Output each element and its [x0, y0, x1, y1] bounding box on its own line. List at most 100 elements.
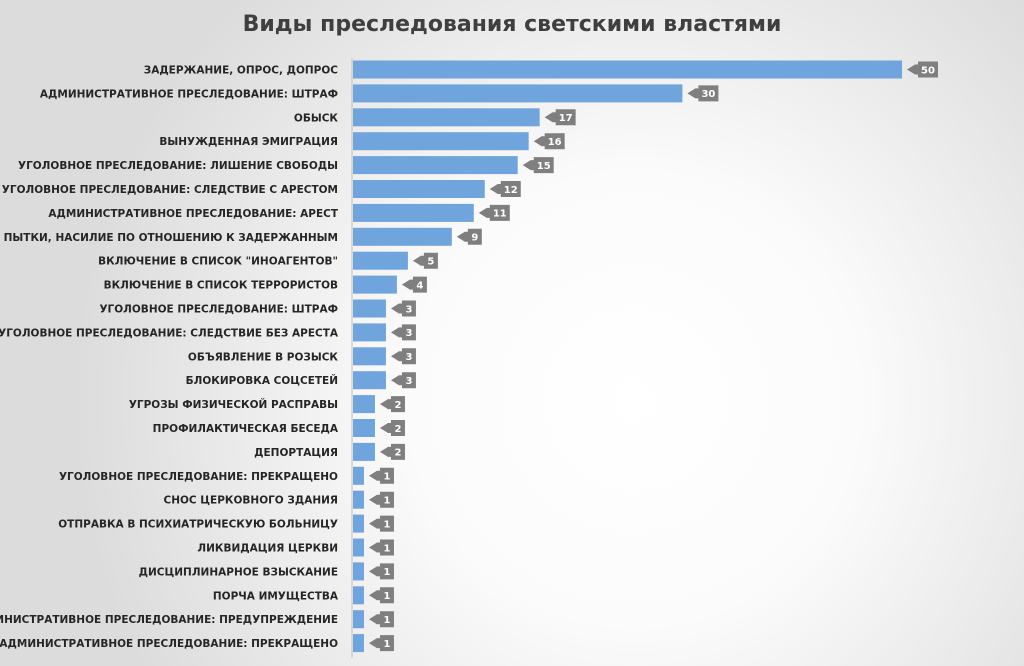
category-label: ЛИКВИДАЦИЯ ЦЕРКВИ	[197, 543, 338, 555]
bar	[353, 562, 364, 581]
data-label: 2	[394, 400, 401, 411]
data-label: 11	[493, 209, 507, 220]
data-label-box	[390, 300, 416, 317]
bar	[353, 442, 375, 461]
data-label-box	[412, 252, 438, 269]
data-label-box	[390, 372, 416, 389]
category-label: ПРОФИЛАКТИЧЕСКАЯ БЕСЕДА	[153, 423, 339, 435]
category-label: АДМИНИСТРАТИВНОЕ ПРЕСЛЕДОВАНИЕ: АРЕСТ	[48, 208, 338, 220]
data-label: 2	[394, 448, 401, 459]
data-label-box	[379, 443, 405, 460]
category-label: АДМИНИСТРАТИВНОЕ ПРЕСЛЕДОВАНИЕ: ПРЕКРАЩЕ…	[0, 638, 338, 650]
bar	[353, 60, 902, 79]
bar	[353, 490, 364, 509]
bars-layer: ЗАДЕРЖАНИЕ, ОПРОС, ДОПРОС 50 АДМИНИСТРАТИВ…	[0, 58, 938, 658]
bar	[353, 347, 386, 366]
data-label-box	[368, 491, 394, 508]
data-label-box	[456, 228, 482, 245]
data-label: 15	[537, 161, 551, 172]
bar	[353, 299, 386, 318]
data-label-box	[379, 396, 405, 413]
data-label: 1	[383, 519, 390, 530]
bar	[353, 586, 364, 605]
data-label: 4	[416, 280, 423, 291]
bar	[353, 275, 397, 294]
data-label: 3	[405, 304, 412, 315]
data-label-box	[379, 420, 405, 436]
category-label: АДМИНИСТРАТИВНОЕ ПРЕСЛЕДОВАНИЕ: ПРЕДУПРЕ…	[0, 614, 338, 626]
bar	[353, 132, 529, 151]
data-label-box	[368, 515, 394, 532]
data-label: 50	[921, 65, 935, 76]
bar	[353, 84, 683, 103]
data-label-box	[368, 467, 394, 484]
category-label: ДИСЦИПЛИНАРНОЕ ВЗЫСКАНИЕ	[139, 566, 338, 578]
category-label: ОБЫСК	[294, 112, 339, 124]
data-label: 17	[559, 113, 573, 124]
category-label: УГОЛОВНОЕ ПРЕСЛЕДОВАНИЕ: ПРЕКРАЩЕНО	[59, 471, 338, 483]
data-label: 2	[394, 424, 401, 435]
category-label: СНОС ЦЕРКОВНОГО ЗДАНИЯ	[164, 495, 339, 507]
category-label: АДМИНИСТРАТИВНОЕ ПРЕСЛЕДОВАНИЕ: ШТРАФ	[40, 88, 338, 100]
data-label: 1	[383, 591, 390, 602]
data-label-box	[401, 276, 427, 293]
bar	[353, 323, 386, 342]
category-label: ЗАДЕРЖАНИЕ, ОПРОС, ДОПРОС	[144, 65, 339, 77]
bar	[353, 227, 452, 246]
category-label: ПЫТКИ, НАСИЛИЕ ПО ОТНОШЕНИЮ К ЗАДЕРЖАННЫ…	[4, 232, 338, 244]
data-label-box	[390, 348, 416, 365]
category-label: УГОЛОВНОЕ ПРЕСЛЕДОВАНИЕ: СЛЕДСТВИЕ БЕЗ А…	[0, 327, 339, 339]
bar	[353, 251, 408, 270]
data-label: 30	[701, 89, 715, 100]
bar	[353, 395, 375, 414]
chart-title: Виды преследования светскими властями	[242, 12, 782, 37]
category-label: ДЕПОРТАЦИЯ	[254, 447, 338, 459]
data-label-box	[478, 204, 510, 221]
bar	[353, 371, 386, 390]
data-label-box	[390, 324, 416, 341]
data-label-box	[687, 85, 719, 102]
data-label-box	[544, 109, 576, 126]
data-label-box	[368, 587, 394, 604]
data-label: 1	[383, 567, 390, 578]
bar	[353, 514, 364, 533]
bar	[353, 610, 364, 629]
bar	[353, 180, 485, 198]
category-label: УГОЛОВНОЕ ПРЕСЛЕДОВАНИЕ: ЛИШЕНИЕ СВОБОДЫ	[18, 160, 338, 172]
category-label: БЛОКИРОВКА СОЦСЕТЕЙ	[186, 374, 338, 387]
category-label: УГРОЗЫ ФИЗИЧЕСКОЙ РАСПРАВЫ	[129, 398, 338, 411]
category-label: УГОЛОВНОЕ ПРЕСЛЕДОВАНИЕ: СЛЕДСТВИЕ С АРЕ…	[2, 184, 338, 196]
data-label: 3	[405, 352, 412, 363]
data-label: 16	[548, 137, 562, 148]
data-label: 12	[504, 185, 518, 196]
category-label: УГОЛОВНОЕ ПРЕСЛЕДОВАНИЕ: ШТРАФ	[99, 304, 338, 316]
category-label: ВКЛЮЧЕНИЕ В СПИСОК ТЕРРОРИСТОВ	[104, 280, 338, 292]
data-label: 1	[383, 615, 390, 626]
data-label-box	[522, 157, 554, 174]
data-label-box	[533, 133, 565, 150]
data-label: 1	[383, 543, 390, 554]
category-label: ПОРЧА ИМУЩЕСТВА	[213, 590, 339, 602]
bar	[353, 538, 364, 557]
data-label: 9	[471, 233, 478, 244]
data-label: 5	[427, 257, 434, 268]
data-label-box	[368, 539, 394, 556]
category-label: ОТПРАВКА В ПСИХИАТРИЧЕСКУЮ БОЛЬНИЦУ	[58, 519, 338, 531]
category-label: ОБЪЯВЛЕНИЕ В РОЗЫСК	[188, 351, 339, 363]
data-label: 1	[383, 496, 390, 507]
data-label: 3	[405, 376, 412, 387]
data-label-box	[489, 181, 521, 197]
category-label: ВКЛЮЧЕНИЕ В СПИСОК "ИНОАГЕНТОВ"	[98, 256, 338, 268]
data-label-box	[368, 611, 394, 628]
bar	[353, 108, 540, 127]
data-label: 1	[383, 639, 390, 650]
data-label-box	[368, 563, 394, 580]
bar	[353, 203, 474, 222]
data-label: 3	[405, 328, 412, 339]
data-label-box	[907, 61, 938, 78]
data-label-box	[368, 635, 394, 652]
bar	[353, 634, 364, 653]
bar	[353, 419, 375, 437]
data-label: 1	[383, 472, 390, 483]
